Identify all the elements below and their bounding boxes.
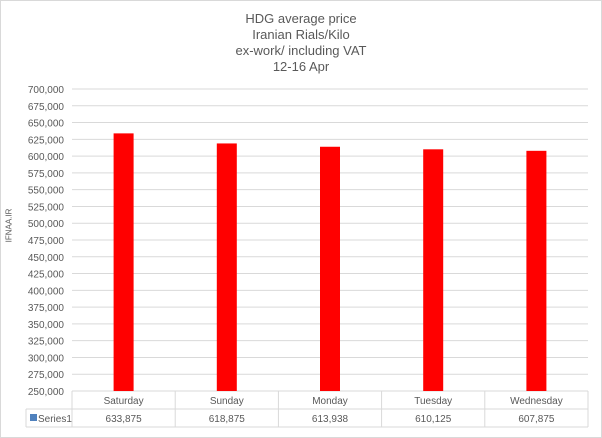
y-tick-label: 550,000 [28, 186, 65, 197]
legend-series-name: Series1 [38, 414, 72, 425]
data-table-value: 613,938 [312, 414, 349, 425]
y-tick-label: 450,000 [28, 253, 65, 264]
bar-wednesday [526, 150, 547, 391]
y-tick-label: 650,000 [28, 119, 65, 130]
data-table-value: 607,875 [518, 414, 555, 425]
data-table-value: 618,875 [209, 414, 246, 425]
data-table-value: 610,125 [415, 414, 452, 425]
y-tick-label: 475,000 [28, 236, 65, 247]
y-tick-label: 400,000 [28, 286, 65, 297]
legend-key [30, 414, 37, 421]
y-tick-label: 600,000 [28, 152, 65, 163]
category-label: Tuesday [414, 396, 452, 407]
y-tick-label: 700,000 [28, 85, 65, 96]
bar-monday [320, 146, 340, 391]
y-tick-label: 425,000 [28, 270, 65, 281]
chart-title-line-2: Iranian Rials/Kilo [252, 27, 350, 42]
category-label: Saturday [104, 396, 144, 407]
y-tick-label: 575,000 [28, 169, 65, 180]
bar-sunday [216, 143, 237, 391]
chart-title-line-4: 12-16 Apr [272, 59, 330, 74]
y-tick-label: 625,000 [28, 135, 65, 146]
bar-tuesday [423, 149, 444, 391]
y-tick-label: 500,000 [28, 219, 65, 230]
y-tick-label: 525,000 [28, 202, 65, 213]
y-tick-label: 375,000 [28, 303, 65, 314]
y-tick-label: 275,000 [28, 370, 65, 381]
y-tick-label: 300,000 [28, 353, 65, 364]
category-label: Monday [312, 396, 348, 407]
y-tick-label: 250,000 [28, 387, 65, 398]
y-tick-label: 325,000 [28, 337, 65, 348]
data-table-value: 633,875 [106, 414, 143, 425]
y-tick-label: 350,000 [28, 320, 65, 331]
chart-title-line-3: ex-work/ including VAT [235, 43, 367, 58]
category-label: Wednesday [510, 396, 563, 407]
category-label: Sunday [210, 396, 244, 407]
y-tick-label: 675,000 [28, 102, 65, 113]
bar-saturday [113, 133, 134, 391]
chart-title-line-1: HDG average price [245, 11, 357, 26]
